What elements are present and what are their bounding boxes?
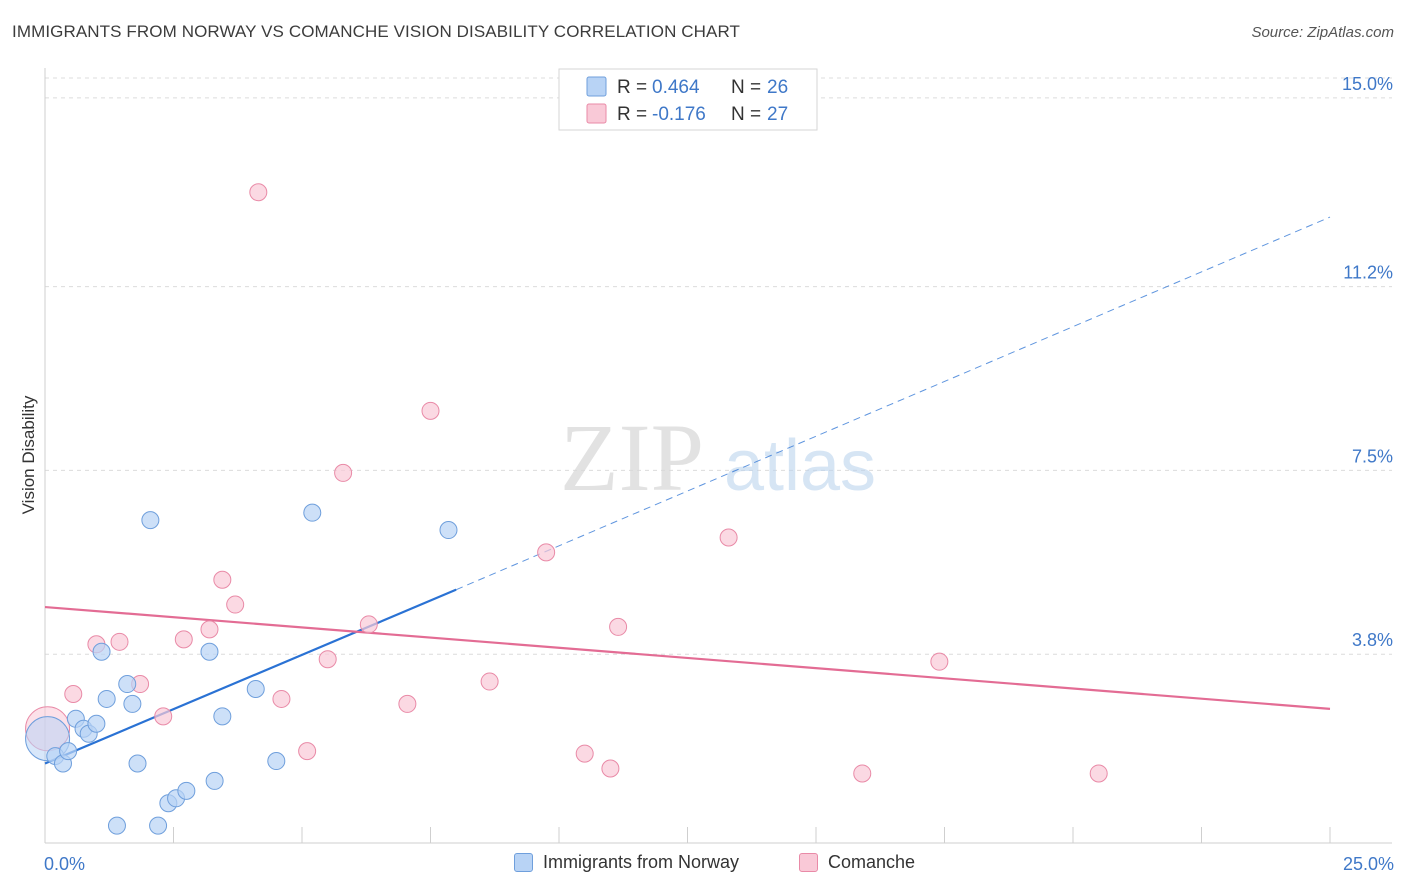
legend-item-comanche: Comanche <box>799 852 915 873</box>
comanche-point <box>601 759 620 778</box>
comanche-point <box>575 744 594 763</box>
norway-point <box>205 771 224 790</box>
trend-layer <box>44 216 1331 765</box>
stats-swatch-comanche <box>586 103 607 124</box>
comanche-point <box>930 652 949 671</box>
norway-point <box>128 754 147 773</box>
stats-legend: R = 0.464 N = 26 R = -0.176 N = 27 <box>558 68 818 131</box>
norway-point <box>303 503 322 522</box>
comanche-point <box>537 543 556 562</box>
comanche-point <box>318 650 337 669</box>
watermark-zip: ZIP <box>560 404 704 511</box>
x-tick-label: 0.0% <box>44 854 85 874</box>
watermark: ZIP atlas <box>560 404 876 511</box>
norway-point <box>59 742 78 761</box>
comanche-point <box>398 694 417 713</box>
y-tick-label: 15.0% <box>1342 74 1393 94</box>
stats-r-label-comanche: R = <box>617 104 647 125</box>
norway-point <box>107 816 126 835</box>
comanche-point <box>64 684 83 703</box>
comanche-point <box>249 183 268 202</box>
y-tick-label: 11.2% <box>1343 263 1393 283</box>
stats-n-label-norway: N = <box>731 77 761 98</box>
comanche-point <box>174 630 193 649</box>
y-tick-label: 3.8% <box>1352 630 1393 650</box>
norway-point <box>213 707 232 726</box>
comanche-point <box>110 632 129 651</box>
comanche-point <box>154 707 173 726</box>
comanche-point <box>421 401 440 420</box>
axis-layer <box>44 68 1392 844</box>
norway-point <box>118 675 137 694</box>
comanche-point <box>272 689 291 708</box>
comanche-point <box>334 463 353 482</box>
label-layer: 3.8% 7.5% 11.2% 15.0% 0.0% 25.0% <box>44 74 1394 874</box>
watermark-atlas: atlas <box>724 426 876 506</box>
norway-point <box>92 642 111 661</box>
norway-trend-extension <box>456 216 1331 591</box>
comanche-point <box>213 570 232 589</box>
legend-label-norway: Immigrants from Norway <box>543 852 740 872</box>
x-tick-label: 25.0% <box>1343 854 1394 874</box>
legend-swatch-norway <box>514 853 533 872</box>
series-legend: Immigrants from Norway Comanche <box>0 852 1406 878</box>
comanche-point <box>226 595 245 614</box>
legend-label-comanche: Comanche <box>828 852 916 872</box>
comanche-point <box>719 528 738 547</box>
norway-point <box>87 714 106 733</box>
comanche-point <box>200 620 219 639</box>
grid-layer <box>45 77 1392 655</box>
points-layer <box>25 183 1108 835</box>
legend-item-norway: Immigrants from Norway <box>514 852 739 873</box>
y-axis-label: Vision Disability <box>19 395 38 514</box>
stats-swatch-norway <box>586 76 607 97</box>
source-label: Source: ZipAtlas.com <box>1251 24 1394 41</box>
norway-point <box>200 642 219 661</box>
stats-n-value-comanche: 27 <box>767 104 788 125</box>
comanche-point <box>1089 764 1108 783</box>
comanche-point <box>480 672 499 691</box>
norway-trend-line <box>44 588 457 765</box>
norway-point <box>141 511 160 530</box>
chart-title: IMMIGRANTS FROM NORWAY VS COMANCHE VISIO… <box>12 22 741 41</box>
norway-point <box>149 816 168 835</box>
norway-point <box>123 694 142 713</box>
legend-swatch-comanche <box>799 853 818 872</box>
norway-point <box>246 680 265 699</box>
y-tick-label: 7.5% <box>1352 446 1393 466</box>
comanche-point <box>298 742 317 761</box>
norway-point <box>177 781 196 800</box>
stats-r-value-norway: 0.464 <box>652 77 700 98</box>
norway-point <box>97 689 116 708</box>
stats-r-value-comanche: -0.176 <box>652 104 706 125</box>
norway-point <box>267 752 286 771</box>
norway-point <box>439 521 458 540</box>
comanche-trend-line <box>44 605 1331 710</box>
stats-n-value-norway: 26 <box>767 77 788 98</box>
comanche-point <box>609 617 628 636</box>
stats-n-label-comanche: N = <box>731 104 761 125</box>
comanche-point <box>359 615 378 634</box>
comanche-point <box>853 764 872 783</box>
stats-r-label-norway: R = <box>617 77 647 98</box>
